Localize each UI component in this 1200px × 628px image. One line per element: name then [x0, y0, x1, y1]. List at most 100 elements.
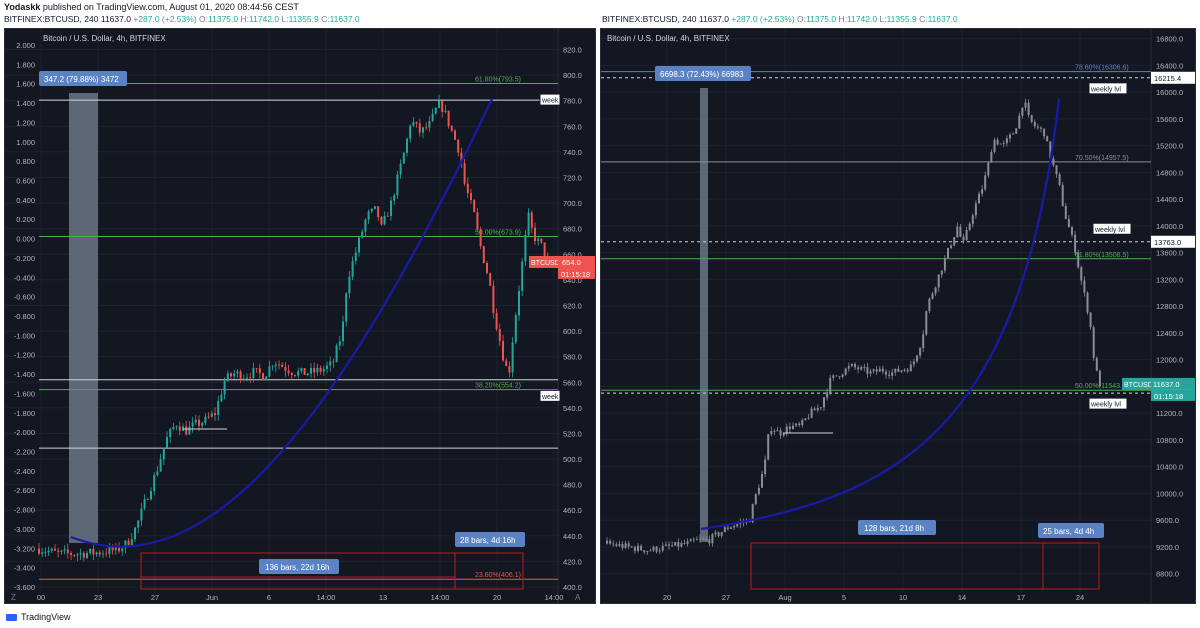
- price-tick-label: 15600.0: [1156, 115, 1183, 124]
- zoom-icon[interactable]: Z: [11, 593, 16, 602]
- oscillator-tick-label: 1.800: [16, 60, 35, 69]
- candle-body: [418, 123, 421, 133]
- candle-body: [1086, 292, 1089, 313]
- candle-body: [652, 546, 655, 551]
- right-chart-svg[interactable]: 16800.0 16400.0 16000.0 15600.0 15200.0 14800…: [601, 29, 1195, 603]
- left-symbol-header: BITFINEX:BTCUSD, 240 11637.0 +287.0 (+2.…: [4, 14, 360, 24]
- candle-body: [823, 397, 825, 408]
- price-tick-label: 720.0: [563, 174, 582, 183]
- candle-body: [274, 364, 277, 367]
- oscillator-tick-label: -1.800: [14, 409, 35, 418]
- oscillator-tick-label: 1.000: [16, 138, 35, 147]
- candle-body: [1012, 133, 1015, 135]
- candle-body: [903, 369, 906, 371]
- oscillator-tick-label: -2.800: [14, 506, 35, 515]
- candle-body: [630, 546, 633, 548]
- candle-body: [683, 543, 686, 544]
- candle-body: [968, 223, 971, 230]
- candle-body: [242, 378, 245, 380]
- candle-body: [156, 471, 159, 476]
- oscillator-tick-label: -2.200: [14, 448, 35, 457]
- fib-level-label: 61.80%(13508.5): [1075, 252, 1129, 259]
- candle-body: [460, 152, 463, 164]
- oscillator-tick-label: -1.000: [14, 331, 35, 340]
- level-price-tag: [1151, 71, 1195, 84]
- auto-scale-icon[interactable]: A: [575, 593, 581, 602]
- right-chart-panel[interactable]: 16800.0 16400.0 16000.0 15600.0 15200.0 14800…: [600, 28, 1196, 604]
- candle-body: [386, 215, 389, 217]
- time-axis[interactable]: 20 27 Aug 5 10 14 17 24: [663, 593, 1084, 602]
- candle-body: [1015, 128, 1018, 134]
- tradingview-logo[interactable]: TradingView: [6, 612, 71, 622]
- measure-label-bars: 136 bars, 22d 16h: [259, 559, 339, 574]
- candle-body: [1077, 252, 1080, 268]
- candle-body: [255, 368, 258, 369]
- candle-body: [223, 380, 226, 395]
- price-tick-label: 620.0: [563, 301, 582, 310]
- symbol-label: BITFINEX:BTCUSD, 240: [602, 14, 697, 24]
- candle-body: [1033, 121, 1036, 127]
- candle-body: [1040, 127, 1042, 129]
- chart-title: Bitcoin / U.S. Dollar, 4h, BITFINEX: [607, 34, 730, 43]
- candle-body: [1027, 102, 1030, 116]
- candle-body: [909, 364, 912, 372]
- candle-body: [643, 550, 646, 553]
- candle-body: [919, 348, 922, 356]
- low-value: 11355.9: [886, 14, 917, 24]
- time-tick-label: 14: [958, 593, 966, 602]
- candle-body: [844, 368, 847, 375]
- candle-body: [329, 361, 332, 366]
- candle-body: [981, 189, 984, 194]
- candle-body: [271, 366, 274, 367]
- candle-body: [172, 426, 175, 429]
- left-chart-svg[interactable]: 2.000 1.800 1.600 1.400 1.200 1.000 0.800 0.600…: [5, 29, 595, 603]
- candle-body: [689, 539, 692, 542]
- open-value: 11375.0: [208, 14, 239, 24]
- candle-body: [306, 373, 309, 376]
- measure-label-bars-small-text: 28 bars, 4d 16h: [460, 536, 516, 545]
- candle-body: [201, 422, 204, 426]
- time-tick-label: Aug: [778, 593, 791, 602]
- candle-body: [857, 367, 860, 370]
- candle-body: [971, 215, 974, 224]
- candle-body: [869, 371, 872, 374]
- time-axis[interactable]: 00 23 27 Jun 6 14:00 13 14:00 20 14:00: [37, 593, 564, 602]
- candle-body: [782, 433, 785, 436]
- candle-body: [361, 231, 364, 238]
- candle-body: [640, 545, 643, 551]
- candle-body: [773, 431, 776, 432]
- oscillator-tick-label: -2.600: [14, 486, 35, 495]
- candle-body: [441, 100, 444, 112]
- price-tick-label: 13200.0: [1156, 275, 1183, 284]
- price-tick-label: 11200.0: [1156, 409, 1183, 418]
- brand-name: TradingView: [21, 612, 71, 622]
- candle-body: [1046, 136, 1049, 142]
- price-axis[interactable]: 820.0 800.0 780.0 760.0 740.0 720.0 700.0 680.0…: [563, 46, 582, 592]
- candle-body: [287, 370, 290, 374]
- candle-body: [482, 246, 485, 263]
- left-chart-panel[interactable]: 2.000 1.800 1.600 1.400 1.200 1.000 0.800 0.600…: [4, 28, 596, 604]
- candle-body: [204, 416, 207, 423]
- price-tick-label: 800.0: [563, 71, 582, 80]
- candle-body: [473, 200, 476, 213]
- price-tick-label: 460.0: [563, 506, 582, 515]
- price-tick-label: 480.0: [563, 481, 582, 490]
- candle-body: [785, 426, 788, 434]
- candle-body: [495, 313, 498, 330]
- time-tick-label: 23: [94, 593, 102, 602]
- candle-body: [726, 527, 729, 529]
- last-price: 11637.0: [698, 14, 729, 24]
- candle-body: [965, 229, 968, 241]
- candle-body: [92, 548, 95, 555]
- candle-body: [370, 208, 373, 212]
- weekly-label-box: [1088, 397, 1128, 410]
- candle-body: [937, 274, 940, 288]
- candle-body: [804, 418, 807, 421]
- candle-body: [57, 550, 60, 552]
- weekly-labels: week week: [539, 93, 561, 402]
- price-tick-label: 12000.0: [1156, 356, 1183, 365]
- candle-body: [674, 542, 677, 546]
- date-range-box-small: [454, 552, 524, 590]
- time-tick-label: 14:00: [431, 593, 450, 602]
- candle-body: [41, 552, 44, 554]
